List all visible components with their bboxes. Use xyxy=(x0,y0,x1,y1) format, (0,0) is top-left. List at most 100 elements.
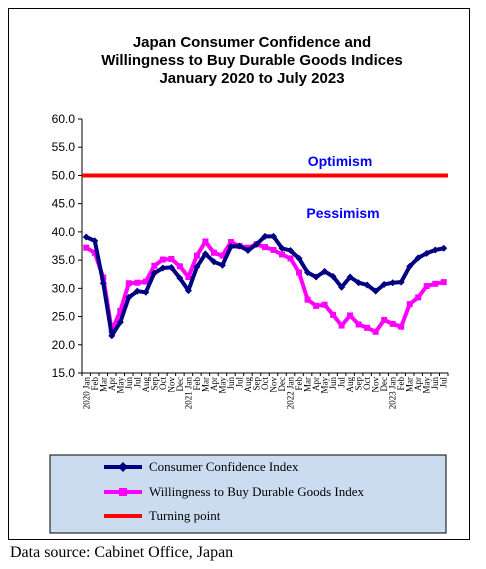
x-tick-label: Mar xyxy=(200,377,210,392)
legend-label-consumer-confidence: Consumer Confidence Index xyxy=(149,459,299,474)
x-tick-label: 2020 Jan xyxy=(81,377,91,410)
x-tick-label: Nov xyxy=(269,377,279,393)
x-tick-label: May xyxy=(217,377,227,394)
x-tick-label: Oct xyxy=(362,377,372,390)
data-point-consumer-confidence xyxy=(235,242,243,250)
x-tick-label: Jun xyxy=(226,377,236,390)
data-point-consumer-confidence xyxy=(218,261,226,269)
data-point-durable-goods xyxy=(262,244,268,251)
data-point-durable-goods xyxy=(364,324,371,331)
y-tick-label: 25.0 xyxy=(52,310,76,324)
data-point-durable-goods xyxy=(406,301,413,308)
data-point-consumer-confidence xyxy=(321,267,329,275)
x-tick-label: Jun xyxy=(124,377,134,390)
legend: Consumer Confidence Index Willingness to… xyxy=(49,454,447,534)
data-point-consumer-confidence xyxy=(270,232,278,240)
data-source-note: Data source: Cabinet Office, Japan xyxy=(10,544,234,561)
data-point-consumer-confidence xyxy=(210,258,218,266)
x-tick-label: Sep xyxy=(354,377,364,391)
legend-label-durable-goods: Willingness to Buy Durable Goods Index xyxy=(149,484,365,499)
data-point-consumer-confidence xyxy=(380,280,388,288)
data-point-consumer-confidence xyxy=(346,273,354,281)
y-tick-label: 45.0 xyxy=(52,197,76,211)
data-point-consumer-confidence xyxy=(431,246,439,254)
data-point-consumer-confidence xyxy=(91,237,99,245)
x-tick-label: Jul xyxy=(132,377,142,388)
data-point-consumer-confidence xyxy=(167,263,175,271)
data-point-consumer-confidence xyxy=(133,287,141,295)
data-point-consumer-confidence xyxy=(372,287,380,295)
data-point-consumer-confidence xyxy=(116,318,124,326)
x-tick-label: May xyxy=(115,377,125,394)
chart-frame: Japan Consumer Confidence and Willingnes… xyxy=(8,8,470,540)
x-tick-label: Dec xyxy=(379,377,389,392)
data-point-durable-goods xyxy=(279,251,286,258)
data-point-consumer-confidence xyxy=(295,254,303,262)
data-point-consumer-confidence xyxy=(252,240,260,248)
data-point-durable-goods xyxy=(432,280,439,287)
plot-area: 15.0 20.0 25.0 30.0 35.0 40.0 45.0 50.0 55.0 60.0… xyxy=(52,112,449,409)
x-tick-label: Jun xyxy=(430,377,440,390)
data-point-durable-goods xyxy=(185,274,192,281)
data-point-consumer-confidence xyxy=(355,279,363,287)
x-tick-label: Apr xyxy=(413,377,423,391)
data-point-durable-goods xyxy=(142,278,149,285)
x-tick-label: Mar xyxy=(405,377,415,392)
series-line-durable-goods xyxy=(85,239,445,334)
data-point-durable-goods xyxy=(313,302,320,309)
data-point-durable-goods xyxy=(176,263,183,270)
data-point-durable-goods xyxy=(440,279,447,286)
y-tick-label: 15.0 xyxy=(52,366,76,380)
data-point-durable-goods xyxy=(304,296,311,303)
data-point-durable-goods xyxy=(125,280,132,287)
x-tick-label: Sep xyxy=(251,377,261,391)
annotation-pessimism: Pessimism xyxy=(306,205,379,221)
data-point-durable-goods xyxy=(117,307,124,314)
data-point-durable-goods xyxy=(330,311,337,318)
x-tick-label: Dec xyxy=(175,377,185,392)
x-tick-label: Jul xyxy=(439,377,449,388)
data-point-durable-goods xyxy=(398,323,405,330)
y-tick-label: 60.0 xyxy=(52,112,76,126)
x-tick-label: Oct xyxy=(260,377,270,390)
data-point-consumer-confidence xyxy=(244,247,252,255)
data-point-durable-goods xyxy=(227,239,234,246)
chart-title-line-1: Japan Consumer Confidence and xyxy=(133,34,371,51)
data-point-consumer-confidence xyxy=(397,278,405,286)
data-point-consumer-confidence xyxy=(312,273,320,281)
data-point-durable-goods xyxy=(168,255,175,262)
x-tick-label: 2021 Jan xyxy=(183,377,193,410)
data-point-consumer-confidence xyxy=(261,232,269,240)
data-point-durable-goods xyxy=(202,238,209,245)
data-point-consumer-confidence xyxy=(304,269,312,277)
data-point-durable-goods xyxy=(134,279,141,286)
data-point-consumer-confidence xyxy=(159,264,167,272)
data-point-consumer-confidence xyxy=(176,274,184,282)
data-point-durable-goods xyxy=(210,249,217,256)
data-point-consumer-confidence xyxy=(108,332,116,340)
data-point-durable-goods xyxy=(287,255,294,262)
legend-marker-durable-goods xyxy=(119,488,127,496)
data-point-durable-goods xyxy=(159,256,166,263)
data-point-consumer-confidence xyxy=(125,293,133,301)
data-point-consumer-confidence xyxy=(329,272,337,280)
data-point-durable-goods xyxy=(372,328,379,335)
data-point-consumer-confidence xyxy=(142,288,150,296)
chart-title-line-3: January 2020 to July 2023 xyxy=(159,70,344,87)
data-point-consumer-confidence xyxy=(406,262,414,270)
data-point-durable-goods xyxy=(219,252,226,259)
data-point-consumer-confidence xyxy=(414,254,422,262)
x-tick-label: Jul xyxy=(337,377,347,388)
x-tick-label: May xyxy=(422,377,432,394)
data-point-durable-goods xyxy=(193,252,200,259)
x-tick-label: Apr xyxy=(107,377,117,391)
x-tick-label: Aug xyxy=(345,377,355,393)
data-point-consumer-confidence xyxy=(201,250,209,258)
x-tick-label: Apr xyxy=(311,377,321,391)
x-tick-label: Feb xyxy=(192,377,202,391)
legend-marker-consumer-confidence xyxy=(118,462,128,472)
x-tick-label: Dec xyxy=(277,377,287,392)
y-tick-label: 40.0 xyxy=(52,225,76,239)
x-tick-label: Jul xyxy=(234,377,244,388)
x-tick-label: Feb xyxy=(396,377,406,391)
